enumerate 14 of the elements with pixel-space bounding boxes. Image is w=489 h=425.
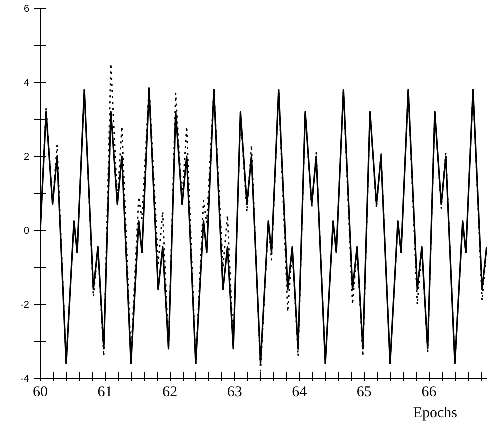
y-tick-label: 2	[24, 152, 30, 163]
y-tick-label: 0	[24, 226, 30, 237]
x-tick-label: 66	[422, 384, 438, 400]
x-tick-label: 65	[356, 384, 372, 400]
x-tick-label: 60	[33, 384, 48, 400]
x-tick-label: 61	[98, 384, 113, 400]
x-tick-label: 62	[162, 384, 178, 400]
x-tick-label: 64	[292, 384, 308, 400]
x-tick-label: 63	[227, 384, 242, 400]
y-tick-label: 4	[24, 78, 30, 89]
y-tick-label: -2	[20, 300, 30, 311]
x-axis-title: Epochs	[413, 406, 458, 422]
y-tick-label: -4	[20, 374, 30, 385]
y-tick-label: 6	[24, 4, 30, 15]
